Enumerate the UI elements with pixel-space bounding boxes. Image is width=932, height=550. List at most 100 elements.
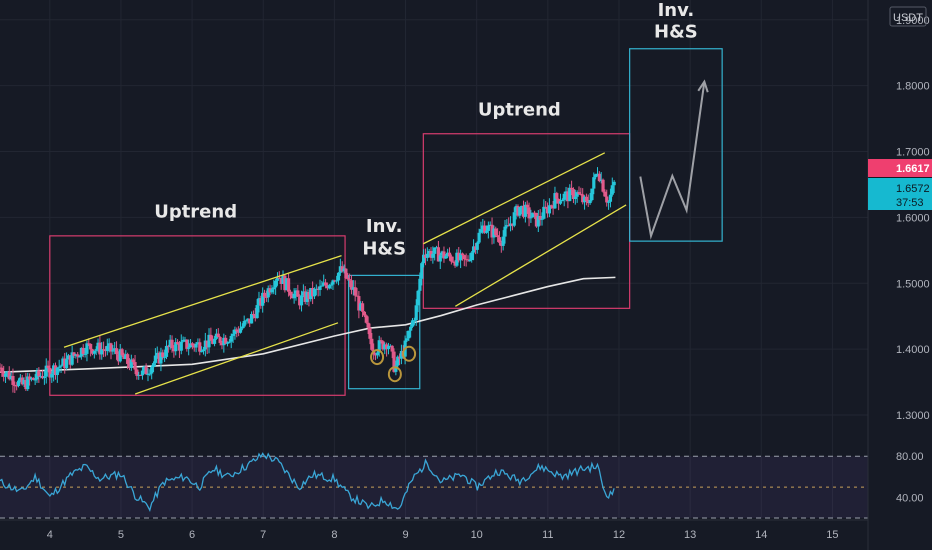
candle-up xyxy=(375,352,379,356)
candle-up xyxy=(420,263,424,279)
candle-up xyxy=(74,354,78,356)
candle-up xyxy=(70,352,74,365)
candle-up xyxy=(606,201,611,203)
annotation-label: Inv. xyxy=(658,0,695,21)
candle-down xyxy=(209,334,213,341)
candle-down xyxy=(211,340,215,344)
candle-down xyxy=(288,291,293,296)
candle-up xyxy=(547,205,552,214)
candle-down xyxy=(126,354,130,364)
candle-down xyxy=(381,341,385,350)
candle-down xyxy=(353,287,357,296)
candle-down xyxy=(76,354,80,357)
candle-up xyxy=(444,256,448,259)
candle-down xyxy=(490,224,494,238)
candle-down xyxy=(323,282,328,286)
candle-up xyxy=(407,330,411,339)
candle-up xyxy=(470,252,474,261)
candle-down xyxy=(333,280,337,282)
candle-down xyxy=(538,216,542,220)
candle-up xyxy=(294,290,298,294)
annotation-label: Uptrend xyxy=(154,201,237,222)
candle-down xyxy=(298,296,302,306)
candle-down xyxy=(364,315,368,323)
rsi-line xyxy=(0,452,615,513)
candle-up xyxy=(414,305,418,321)
candle-down xyxy=(89,343,93,350)
candle-down xyxy=(175,342,180,344)
candle-down xyxy=(370,338,374,350)
x-tick-label: 12 xyxy=(613,529,625,541)
candle-down xyxy=(385,344,389,350)
candle-up xyxy=(612,181,616,186)
candle-down xyxy=(499,242,503,246)
candle-down xyxy=(303,291,307,302)
candle-up xyxy=(292,293,296,299)
candle-down xyxy=(166,345,170,348)
candle-up xyxy=(422,254,426,264)
candle-down xyxy=(601,179,605,192)
candle-down xyxy=(90,349,95,354)
candle-up xyxy=(66,355,71,360)
candle-up xyxy=(231,333,235,336)
rsi-tick-label: 80.00 xyxy=(896,451,924,463)
candle-up xyxy=(148,373,152,375)
candle-up xyxy=(227,341,231,343)
candle-down xyxy=(283,275,287,291)
candle-up xyxy=(318,286,322,290)
candle-up xyxy=(335,280,339,282)
candle-up xyxy=(50,373,54,378)
candle-down xyxy=(144,366,148,375)
candle-up xyxy=(418,278,422,291)
candle-down xyxy=(551,205,555,209)
y-tick-label: 1.5000 xyxy=(896,278,930,290)
candle-down xyxy=(316,288,320,290)
candle-down xyxy=(355,295,359,297)
candle-up xyxy=(207,334,211,348)
candle-down xyxy=(569,187,574,190)
candle-up xyxy=(471,246,476,253)
candle-up xyxy=(486,225,490,231)
candle-down xyxy=(20,377,24,385)
candle-up xyxy=(181,340,185,342)
candle-up xyxy=(266,288,270,298)
candle-down xyxy=(53,365,58,376)
candle-up xyxy=(261,292,265,306)
candle-up xyxy=(33,379,37,381)
candle-down xyxy=(133,362,137,370)
candle-down xyxy=(296,290,300,297)
candle-down xyxy=(579,193,583,195)
trendline xyxy=(423,152,606,245)
x-tick-label: 6 xyxy=(189,529,195,541)
candle-up xyxy=(22,380,26,385)
candle-up xyxy=(386,346,391,350)
candle-down xyxy=(116,354,120,362)
last-price-label: 1.6572 xyxy=(896,183,930,195)
candle-down xyxy=(368,327,372,339)
candle-up xyxy=(446,252,450,257)
projection-arrowhead xyxy=(697,79,709,93)
candle-up xyxy=(459,253,463,261)
annotation-label: H&S xyxy=(362,238,406,259)
candle-up xyxy=(514,206,518,213)
candle-up xyxy=(377,340,381,353)
annotation-label: Inv. xyxy=(366,216,403,237)
candle-down xyxy=(264,296,268,298)
candle-down xyxy=(279,277,283,284)
candle-down xyxy=(449,256,453,262)
candle-up xyxy=(314,288,318,290)
currency-badge[interactable] xyxy=(889,6,927,27)
candle-down xyxy=(510,223,515,226)
candle-up xyxy=(320,285,324,287)
candle-down xyxy=(496,235,500,238)
candle-up xyxy=(336,272,341,281)
candle-up xyxy=(529,217,533,219)
candle-down xyxy=(262,292,267,297)
candle-up xyxy=(492,228,496,238)
candle-up xyxy=(212,338,217,344)
candle-down xyxy=(177,343,182,351)
y-tick-label: 1.8000 xyxy=(896,81,930,93)
candle-down xyxy=(497,237,502,243)
